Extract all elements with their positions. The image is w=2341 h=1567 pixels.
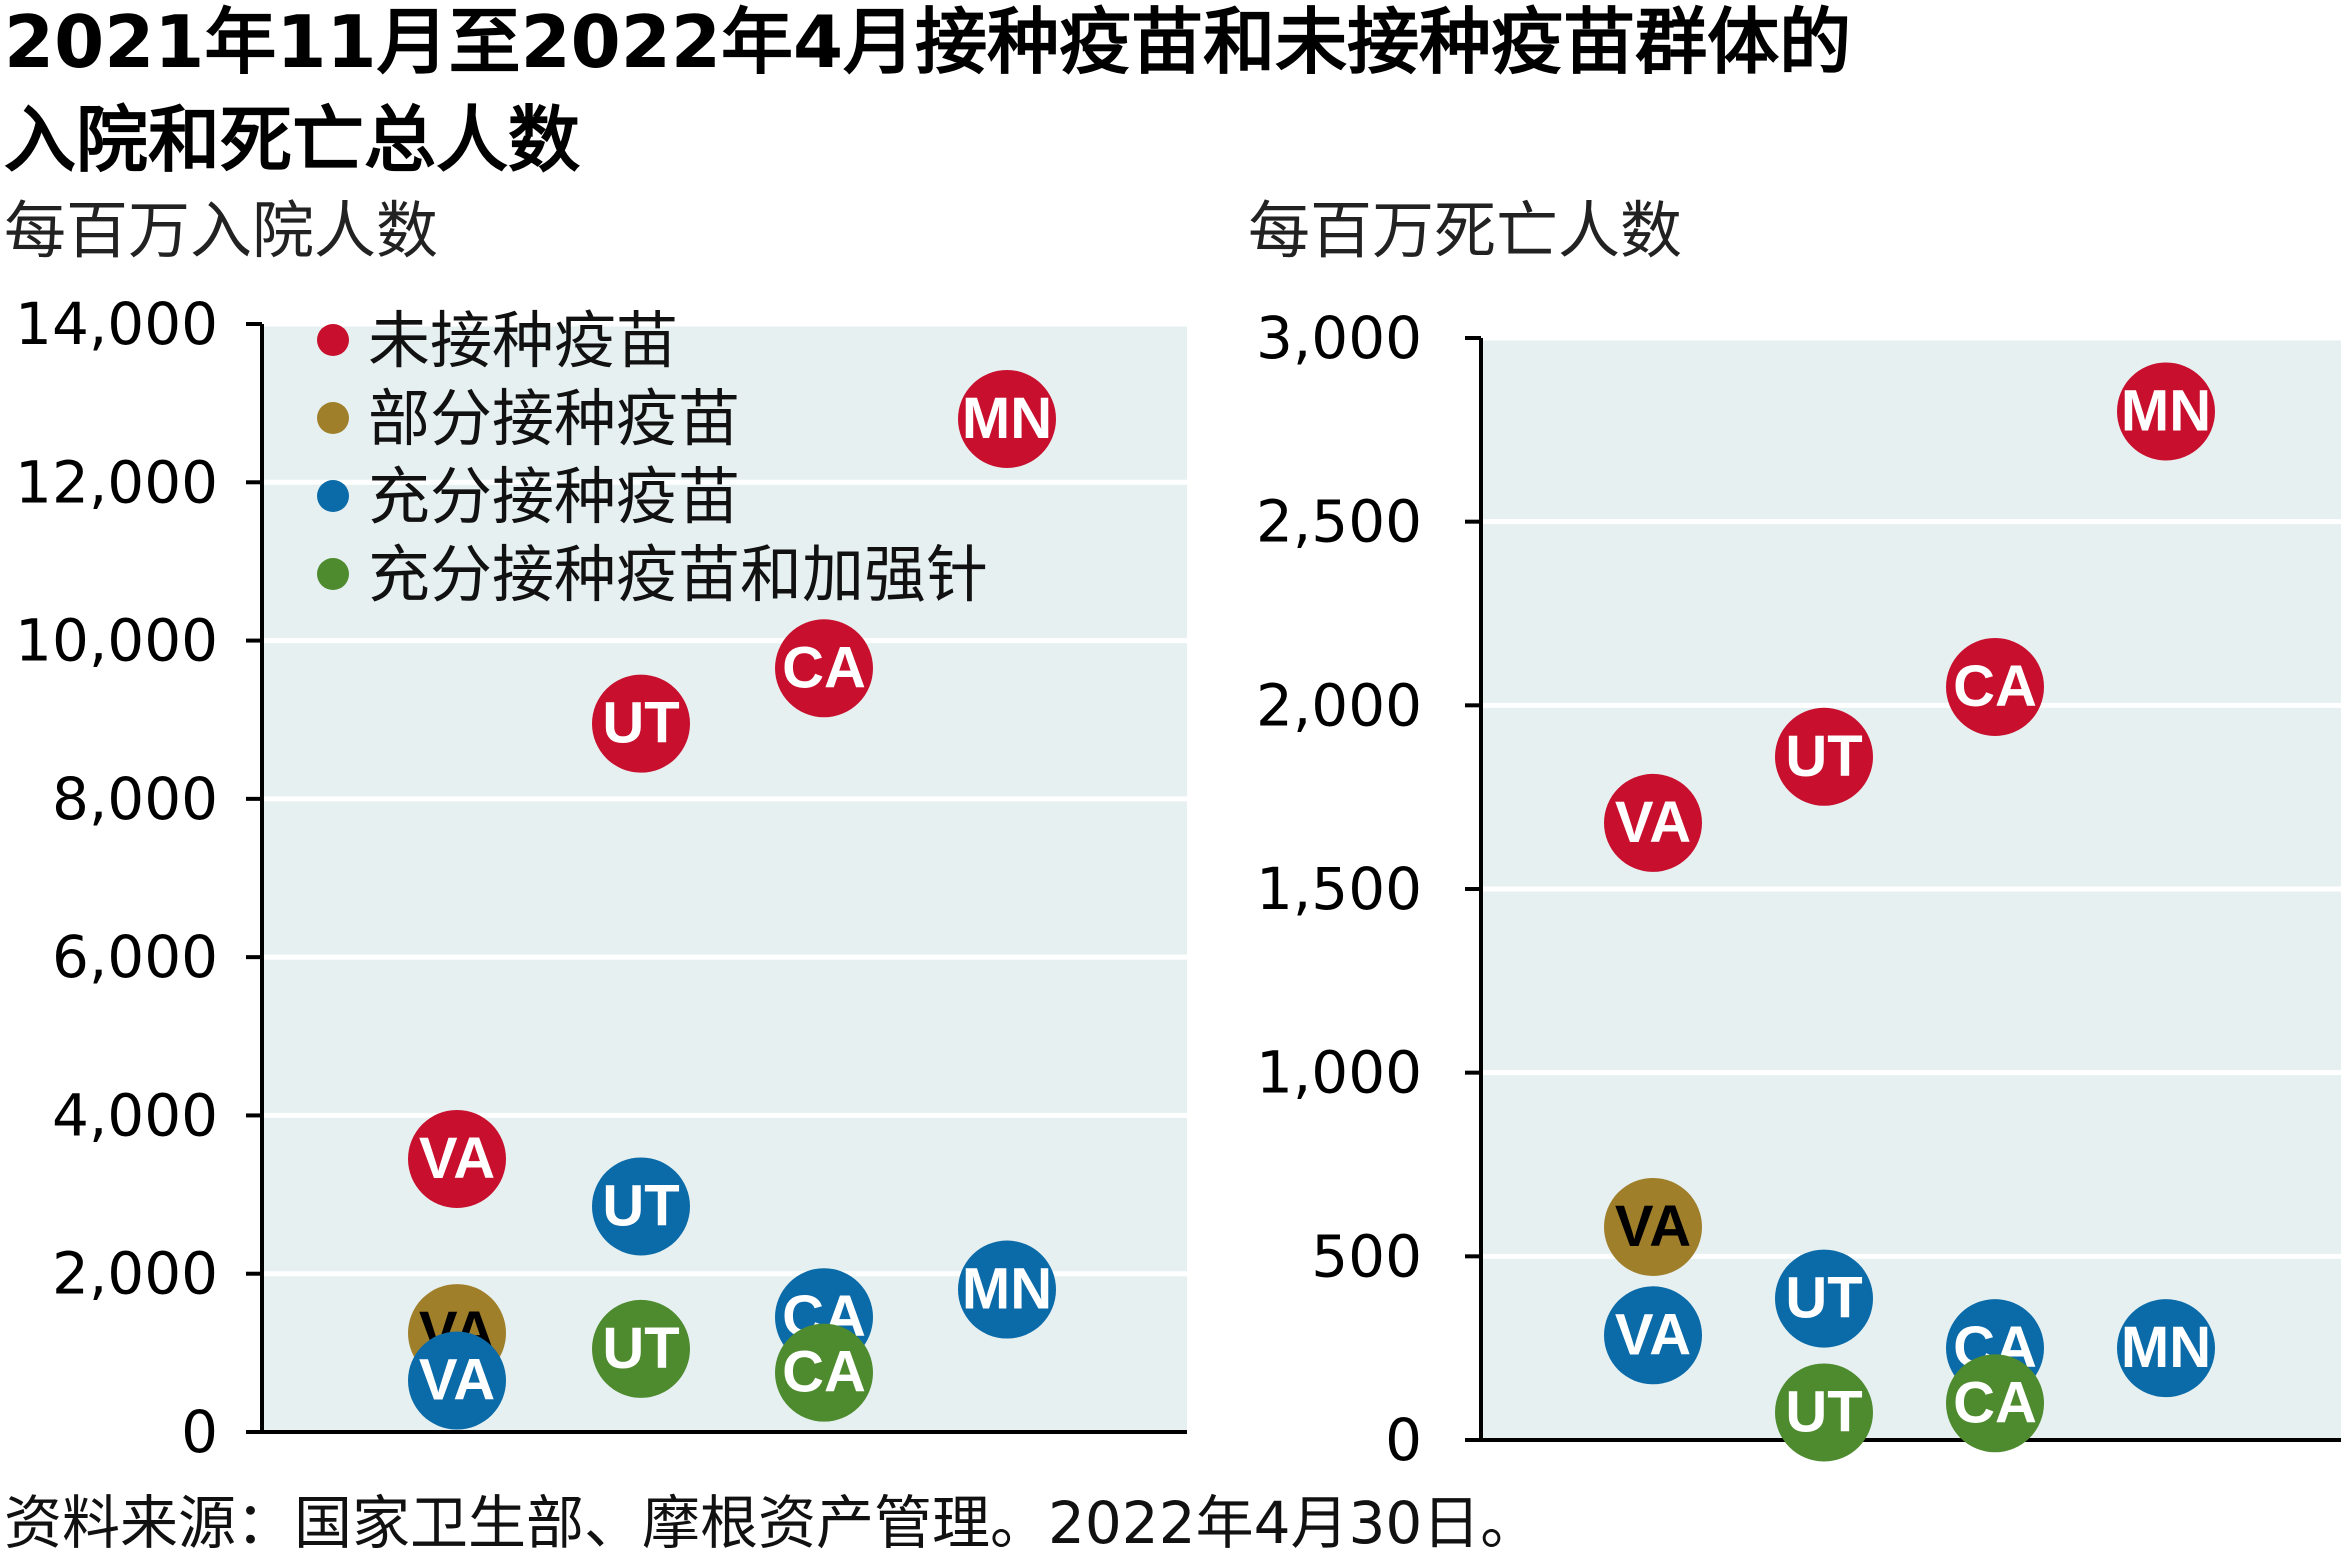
left-point-label: MN: [962, 1257, 1052, 1322]
right-point-va: [1604, 1286, 1702, 1385]
right-y-tick-label: 1,500: [1256, 855, 1422, 923]
left-y-tick-label: 10,000: [15, 607, 218, 675]
left-point-mn: [958, 1240, 1056, 1339]
right-point-va: [1604, 773, 1702, 872]
right-point-label: CA: [1953, 654, 2037, 719]
left-point-ut: [592, 1157, 690, 1256]
left-y-tick-label: 12,000: [15, 448, 218, 516]
left-point-label: MN: [962, 386, 1052, 451]
left-y-tick-label: 8,000: [52, 765, 218, 833]
right-point-label: VA: [1615, 1302, 1691, 1367]
left-point-label: UT: [602, 1316, 679, 1381]
left-point-ut: [592, 674, 690, 773]
left-y-tick-label: 0: [181, 1398, 218, 1466]
right-point-label: MN: [2121, 1315, 2211, 1380]
right-point-ca: [1946, 637, 2044, 736]
right-point-mn: [2117, 1299, 2215, 1398]
right-point-mn: [2117, 362, 2215, 461]
left-point-label: VA: [419, 1348, 495, 1413]
legend-marker: [317, 480, 349, 512]
left-plot-area: [262, 324, 1187, 1432]
left-chart-ylabel: 每百万入院人数: [4, 194, 439, 267]
legend-marker: [317, 558, 349, 590]
chart-title-line2: 入院和死亡总人数: [4, 98, 581, 182]
right-point-label: UT: [1785, 724, 1862, 789]
left-point-ca: [775, 1323, 873, 1422]
left-point-label: CA: [782, 1340, 866, 1405]
right-point-label: UT: [1785, 1379, 1862, 1444]
left-point-label: CA: [782, 635, 866, 700]
right-y-tick-label: 1,000: [1256, 1039, 1422, 1107]
right-chart-ylabel: 每百万死亡人数: [1248, 194, 1683, 267]
right-y-tick-label: 2,500: [1256, 488, 1422, 556]
left-y-tick-label: 2,000: [52, 1240, 218, 1308]
legend-marker: [317, 402, 349, 434]
left-point-ca: [775, 619, 873, 718]
right-point-label: UT: [1785, 1266, 1862, 1331]
left-y-tick-label: 14,000: [15, 290, 218, 358]
legend-label: 未接种疫苗: [368, 304, 678, 377]
left-y-tick-label: 6,000: [52, 923, 218, 991]
right-y-tick-label: 0: [1385, 1406, 1422, 1474]
left-point-label: UT: [602, 1173, 679, 1238]
left-point-label: VA: [419, 1126, 495, 1191]
chart-title-line1: 2021年11月至2022年4月接种疫苗和未接种疫苗群体的: [4, 0, 1852, 84]
legend-label: 部分接种疫苗: [368, 382, 740, 455]
right-y-tick-label: 3,000: [1256, 304, 1422, 372]
right-point-label: VA: [1615, 790, 1691, 855]
right-point-ut: [1775, 707, 1873, 806]
right-point-label: VA: [1615, 1194, 1691, 1259]
left-point-va: [408, 1109, 506, 1208]
left-point-label: UT: [602, 691, 679, 756]
right-point-ut: [1775, 1249, 1873, 1348]
left-point-mn: [958, 369, 1056, 468]
right-y-tick-label: 2,000: [1256, 671, 1422, 739]
right-point-ut: [1775, 1363, 1873, 1462]
right-point-ca: [1946, 1354, 2044, 1453]
left-point-ut: [592, 1299, 690, 1398]
left-point-va: [408, 1331, 506, 1430]
legend-label: 充分接种疫苗: [368, 460, 740, 533]
right-point-label: CA: [1953, 1370, 2037, 1435]
right-point-label: MN: [2121, 378, 2211, 443]
legend-marker: [317, 324, 349, 356]
right-y-tick-label: 500: [1311, 1222, 1422, 1290]
source-note: 资料来源：国家卫生部、摩根资产管理。2022年4月30日。: [4, 1489, 1539, 1557]
legend-label: 充分接种疫苗和加强针: [368, 538, 988, 611]
right-point-va: [1604, 1177, 1702, 1276]
left-y-tick-label: 4,000: [52, 1081, 218, 1149]
